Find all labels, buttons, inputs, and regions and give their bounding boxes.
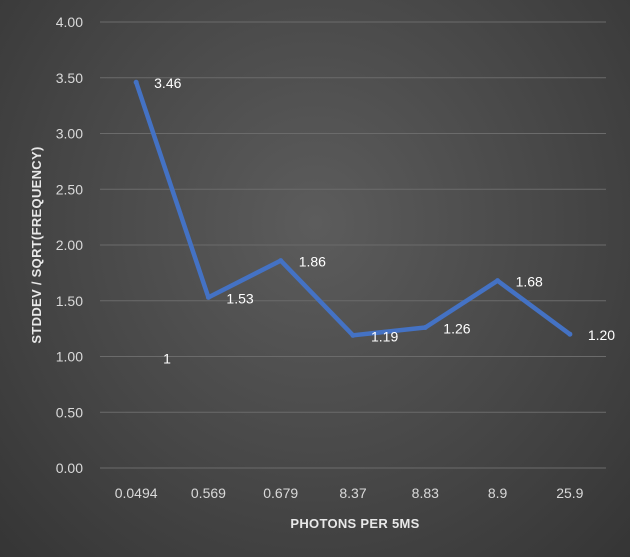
- data-label: 1.19: [371, 328, 398, 344]
- data-label: 3.46: [154, 75, 181, 91]
- series-layer: [133, 79, 573, 338]
- y-tick-label: 1.50: [56, 293, 83, 309]
- x-tick-label: 0.679: [263, 485, 298, 501]
- data-label: 1.86: [299, 254, 326, 270]
- x-tick-label: 0.0494: [115, 485, 158, 501]
- y-tick-label: 3.00: [56, 126, 83, 142]
- data-label: 1.68: [516, 274, 543, 290]
- y-tick-label: 1.00: [56, 349, 83, 365]
- x-axis-ticks: 0.0494 0.569 0.679 8.37 8.83 8.9 25.9: [115, 485, 584, 501]
- data-point: [278, 258, 284, 264]
- annotation-label: 1: [163, 351, 171, 367]
- data-point: [422, 325, 428, 331]
- y-axis-ticks: 0.00 0.50 1.00 1.50 2.00 2.50 3.00 3.50 4.00: [56, 14, 83, 476]
- y-tick-label: 3.50: [56, 70, 83, 86]
- y-tick-label: 0.50: [56, 404, 83, 420]
- data-point: [350, 332, 356, 338]
- x-tick-label: 25.9: [556, 485, 583, 501]
- y-tick-label: 4.00: [56, 14, 83, 30]
- data-point: [495, 278, 501, 284]
- data-point: [133, 79, 139, 85]
- gridlines: [100, 21, 606, 469]
- data-point: [567, 331, 573, 337]
- x-tick-label: 8.83: [412, 485, 439, 501]
- data-labels: 3.46 1.53 1.86 1.19 1.26 1.68 1.20 1: [154, 75, 615, 366]
- data-label: 1.20: [588, 327, 615, 343]
- y-axis-title: STDDEV / SQRT(FREQUENCY): [29, 146, 44, 343]
- x-tick-label: 8.37: [339, 485, 366, 501]
- data-label: 1.53: [226, 290, 253, 306]
- data-label: 1.26: [443, 321, 470, 337]
- data-point: [205, 294, 211, 300]
- x-tick-label: 0.569: [191, 485, 226, 501]
- series-line: [133, 79, 573, 338]
- y-tick-label: 2.00: [56, 237, 83, 253]
- x-axis-title: PHOTONS PER 5MS: [290, 516, 419, 531]
- y-tick-label: 2.50: [56, 181, 83, 197]
- y-tick-label: 0.00: [56, 460, 83, 476]
- x-tick-label: 8.9: [488, 485, 508, 501]
